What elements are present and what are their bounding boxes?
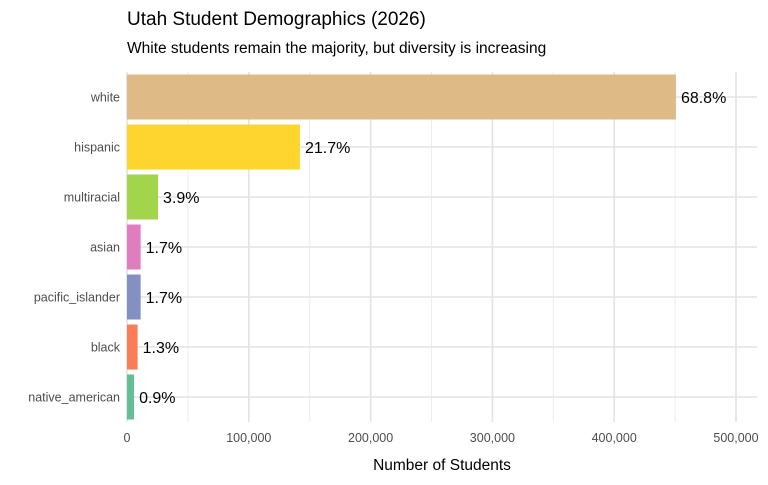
x-tick-label: 400,000 [592, 431, 637, 445]
x-axis-labels: 0 100,000 200,000 300,000 400,000 500,000 [124, 431, 759, 445]
bar-value-label: 68.8% [681, 90, 726, 107]
bar-asian [127, 224, 141, 270]
y-tick-label: multiracial [64, 191, 120, 205]
y-tick-label: pacific_islander [34, 291, 120, 305]
bar-native_american [127, 374, 135, 420]
x-tick-label: 100,000 [226, 431, 271, 445]
y-tick-label: white [90, 91, 120, 105]
bar-value-label: 1.7% [146, 290, 182, 307]
bar-multiracial [127, 174, 159, 220]
y-tick-label: black [91, 341, 121, 355]
bar-black [127, 324, 138, 370]
y-tick-label: asian [90, 241, 120, 255]
chart-subtitle: White students remain the majority, but … [127, 40, 546, 57]
bar-white [127, 74, 676, 120]
bars: 68.8% 21.7% 3.9% 1.7% 1.7% 1.3% 0.9% [127, 74, 726, 420]
bar-value-label: 0.9% [139, 390, 175, 407]
x-axis-title: Number of Students [373, 457, 511, 474]
x-tick-label: 300,000 [470, 431, 515, 445]
x-tick-label: 200,000 [348, 431, 393, 445]
bar-value-label: 3.9% [163, 190, 199, 207]
x-tick-label: 0 [124, 431, 131, 445]
y-axis-labels: white hispanic multiracial asian pacific_isl… [28, 91, 120, 405]
y-tick-label: hispanic [74, 141, 120, 155]
x-tick-label: 500,000 [713, 431, 758, 445]
bar-value-label: 21.7% [305, 140, 350, 157]
y-tick-label: native_american [28, 391, 120, 405]
bar-hispanic [127, 124, 300, 170]
chart-title: Utah Student Demographics (2026) [127, 9, 426, 30]
bar-value-label: 1.7% [146, 240, 182, 257]
bar-pacific_islander [127, 274, 141, 320]
bar-value-label: 1.3% [143, 340, 179, 357]
